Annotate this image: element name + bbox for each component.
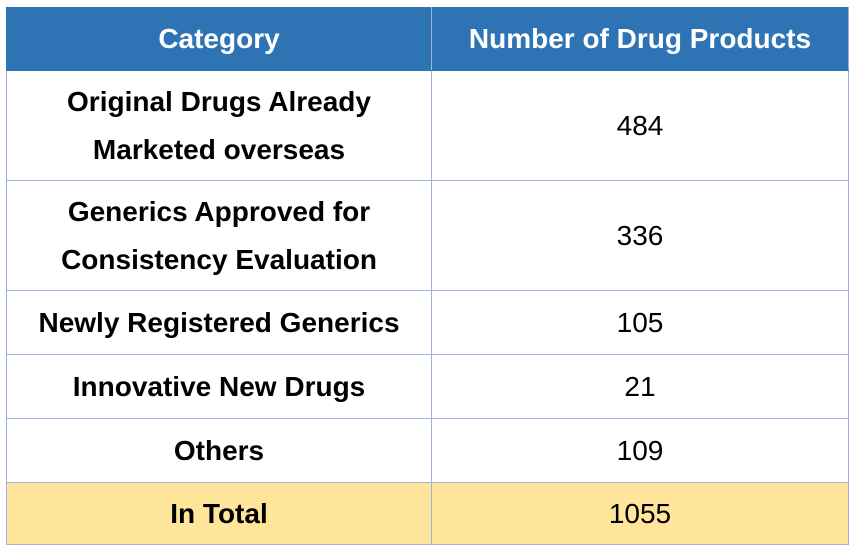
drug-products-table: Category Number of Drug Products Origina… <box>6 7 849 545</box>
table-row: Generics Approved for Consistency Evalua… <box>6 180 849 291</box>
table-row: Newly Registered Generics 105 <box>6 290 849 355</box>
column-header-category: Category <box>6 7 432 71</box>
count-cell: 336 <box>431 180 849 291</box>
column-header-number-of-drug-products: Number of Drug Products <box>431 7 849 71</box>
category-cell: Others <box>6 418 432 483</box>
table-row: Others 109 <box>6 418 849 483</box>
count-cell: 105 <box>431 290 849 355</box>
category-cell: Innovative New Drugs <box>6 354 432 419</box>
count-cell: 109 <box>431 418 849 483</box>
total-count-cell: 1055 <box>431 482 849 545</box>
table-header-row: Category Number of Drug Products <box>6 7 849 71</box>
total-row: In Total 1055 <box>6 482 849 545</box>
category-cell: Original Drugs Already Marketed overseas <box>6 70 432 181</box>
category-cell: Generics Approved for Consistency Evalua… <box>6 180 432 291</box>
table-row: Innovative New Drugs 21 <box>6 354 849 419</box>
category-cell: Newly Registered Generics <box>6 290 432 355</box>
table-row: Original Drugs Already Marketed overseas… <box>6 70 849 181</box>
count-cell: 21 <box>431 354 849 419</box>
count-cell: 484 <box>431 70 849 181</box>
total-label-cell: In Total <box>6 482 432 545</box>
